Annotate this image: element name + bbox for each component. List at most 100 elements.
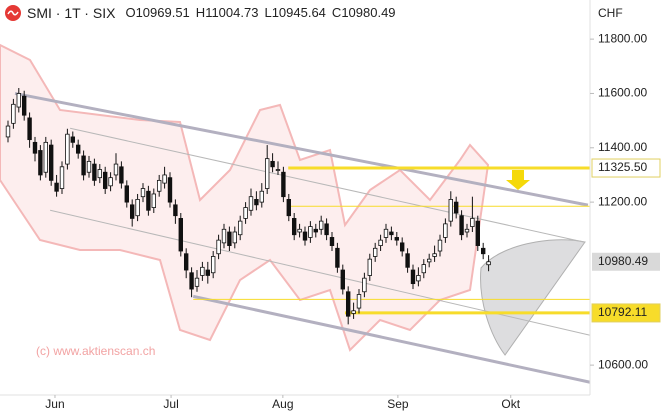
candle-body — [275, 169, 281, 171]
arrow-icon — [506, 170, 530, 190]
candle-body — [162, 174, 167, 184]
candle-body — [75, 144, 81, 154]
candle-body — [86, 160, 92, 173]
candle-body — [102, 171, 108, 189]
ohlc-value: 11004.73 — [205, 5, 258, 20]
y-tick-label: 11800.00 — [598, 31, 647, 45]
level-tag-label: 10792.11 — [598, 305, 647, 319]
x-tick-label: Jun — [45, 397, 64, 411]
candle-body — [443, 223, 448, 238]
candle-body — [329, 237, 335, 246]
candle-body — [356, 294, 362, 309]
candle-body — [264, 158, 270, 189]
y-tick-label: 11200.00 — [598, 194, 647, 208]
ohlc-value: 10980.49 — [341, 5, 395, 20]
candle-body — [38, 150, 43, 176]
candle-body — [108, 177, 113, 187]
last-price-tag — [592, 252, 660, 271]
candle-body — [129, 204, 135, 219]
candle-body — [65, 133, 70, 165]
candle-body — [270, 160, 275, 168]
logo-wave — [7, 10, 19, 16]
ohlc-label: H — [196, 5, 205, 20]
x-tick-label: Sep — [387, 397, 409, 411]
x-tick-label: Jul — [163, 397, 178, 411]
candle-body — [362, 277, 367, 293]
candle-body — [470, 218, 475, 227]
candle-body — [313, 228, 318, 233]
candle-body — [335, 247, 340, 268]
candle-body — [318, 220, 324, 230]
candle-body — [480, 247, 486, 255]
x-tick-label: Okt — [501, 397, 520, 411]
channel-line — [192, 294, 591, 384]
ohlc-value: 10945.64 — [272, 5, 326, 20]
candle-body — [183, 253, 189, 271]
candle-body — [259, 190, 264, 203]
candle-body — [151, 193, 156, 208]
candle-body — [97, 169, 102, 179]
candle-body — [11, 103, 16, 124]
candle-body — [453, 201, 459, 214]
y-tick-label: 10600.00 — [598, 357, 648, 371]
candle-body — [399, 242, 405, 252]
candle-body — [189, 272, 194, 290]
candle-body — [308, 226, 313, 238]
candle-body — [421, 264, 426, 274]
candle-body — [200, 266, 205, 276]
candle-body — [205, 269, 210, 276]
candle-body — [410, 269, 416, 285]
candle-body — [459, 215, 464, 236]
candle-body — [464, 228, 470, 233]
candle-body — [16, 93, 21, 108]
y-tick-label: 11600.00 — [598, 86, 647, 100]
candle-body — [59, 166, 65, 189]
candle-body — [221, 228, 227, 244]
candle-body — [286, 199, 291, 217]
candle-body — [146, 190, 151, 211]
candle-body — [297, 228, 302, 233]
candle-body — [324, 223, 329, 236]
candle-body — [156, 179, 162, 192]
candle-body — [394, 237, 399, 241]
candle-body — [210, 256, 216, 274]
candle-body — [70, 136, 75, 143]
candle-body — [92, 163, 97, 181]
candle-body — [248, 196, 254, 211]
level-tag — [591, 303, 661, 323]
title: SMI · 1T · SIX — [27, 5, 116, 21]
candle-body — [43, 141, 48, 173]
candle-body — [135, 199, 140, 217]
ohlc-label: O — [125, 5, 135, 20]
candle-body — [437, 239, 443, 252]
candle-body — [216, 239, 221, 255]
candle-body — [81, 155, 86, 176]
ohlc-label: C — [332, 5, 341, 20]
envelope-band — [0, 43, 490, 352]
y-tick-label: 11400.00 — [598, 140, 647, 154]
candle-body — [167, 177, 173, 203]
candle-body — [48, 144, 54, 181]
candle-body — [21, 95, 27, 116]
candle-body — [416, 275, 421, 282]
candle-body — [113, 163, 119, 176]
x-tick-label: Aug — [272, 397, 293, 411]
ohlc-value: 10969.51 — [136, 5, 190, 20]
channel-line — [14, 91, 589, 207]
candle-body — [232, 231, 237, 244]
candle-body — [426, 258, 432, 263]
candle-body — [432, 253, 437, 257]
plot-area — [0, 43, 591, 384]
candle-body — [367, 258, 372, 276]
candle-body — [124, 185, 129, 203]
candle-body — [54, 182, 59, 192]
level-tag — [591, 158, 661, 178]
candle-body — [119, 166, 124, 184]
candle-body — [372, 247, 378, 257]
candle-body — [345, 291, 351, 317]
candle-body — [448, 199, 453, 222]
candle-body — [32, 141, 38, 154]
watermark: (c) www.aktienscan.ch — [36, 344, 155, 358]
candle-body — [405, 253, 410, 268]
